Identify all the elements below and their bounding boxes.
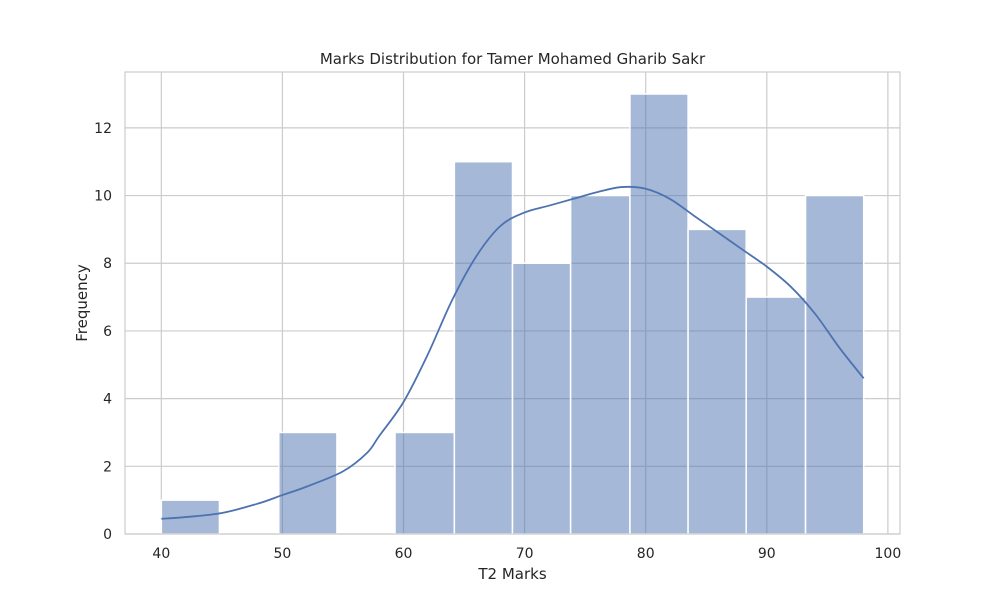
histogram-bar — [804, 194, 865, 535]
y-tick-label: 0 — [103, 527, 112, 543]
histogram-bar — [569, 194, 631, 535]
y-tick-label: 10 — [94, 189, 112, 205]
chart-title: Marks Distribution for Tamer Mohamed Gha… — [320, 50, 706, 68]
y-tick-label: 6 — [103, 324, 112, 340]
kde — [161, 185, 865, 520]
histogram-bar — [629, 93, 689, 535]
x-tick-label: 60 — [395, 546, 413, 562]
tick-labels: 40 50 60 70 80 90 100 0 2 4 6 8 10 12 — [94, 121, 901, 562]
y-tick-label: 4 — [103, 392, 112, 408]
histogram-bar — [394, 431, 456, 535]
x-tick-label: 40 — [152, 546, 170, 562]
x-tick-label: 90 — [758, 546, 776, 562]
plot-frame — [124, 71, 901, 535]
y-tick-label: 2 — [103, 459, 112, 475]
histogram-bar — [453, 160, 514, 535]
histogram-bar — [745, 296, 807, 535]
bars — [160, 93, 865, 535]
x-tick-label: 70 — [516, 546, 534, 562]
x-tick-label: 100 — [875, 546, 902, 562]
x-tick-label: 80 — [637, 546, 655, 562]
y-tick-label: 8 — [103, 256, 112, 272]
kde-line — [161, 185, 865, 520]
x-tick-label: 50 — [274, 546, 292, 562]
histogram-bar — [278, 431, 338, 535]
x-axis-label: T2 Marks — [477, 565, 546, 583]
histogram-bar — [511, 262, 572, 535]
y-axis-label: Frequency — [73, 264, 91, 342]
histogram-bar — [687, 228, 747, 535]
y-tick-label: 12 — [94, 121, 112, 137]
